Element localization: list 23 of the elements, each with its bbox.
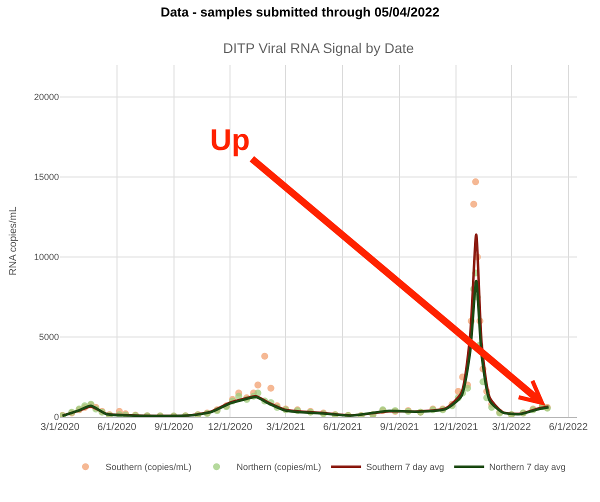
y-tick-label: 0	[54, 412, 59, 422]
y-tick-label: 20000	[34, 92, 59, 102]
y-axis-title: RNA copies/mL	[8, 206, 19, 276]
x-tick-label: 3/1/2021	[266, 422, 306, 433]
legend-label: Southern (copies/mL)	[106, 462, 192, 472]
x-tick-label: 9/1/2020	[154, 422, 194, 433]
chart-title: Data - samples submitted through 05/04/2022	[160, 4, 440, 20]
y-tick-label: 10000	[34, 252, 59, 262]
annotation: Up	[210, 124, 250, 157]
chart-subtitle: DITP Viral RNA Signal by Date	[223, 40, 414, 56]
x-tick-label: 9/1/2021	[380, 422, 420, 433]
legend-label: Southern 7 day avg	[366, 462, 444, 472]
y-tick-label: 5000	[38, 332, 59, 342]
x-tick-label: 12/1/2020	[208, 422, 253, 433]
y-tick-label: 15000	[34, 172, 59, 182]
x-tick-label: 3/1/2022	[492, 422, 532, 433]
x-tick-label: 6/1/2020	[97, 422, 137, 433]
x-tick-label: 3/1/2020	[40, 422, 80, 433]
x-tick-label: 6/1/2022	[548, 422, 588, 433]
legend-label: Northern (copies/mL)	[236, 462, 322, 472]
legend-label: Northern 7 day avg	[489, 462, 566, 472]
x-tick-label: 6/1/2021	[323, 422, 363, 433]
x-tick-label: 12/1/2021	[434, 422, 478, 433]
